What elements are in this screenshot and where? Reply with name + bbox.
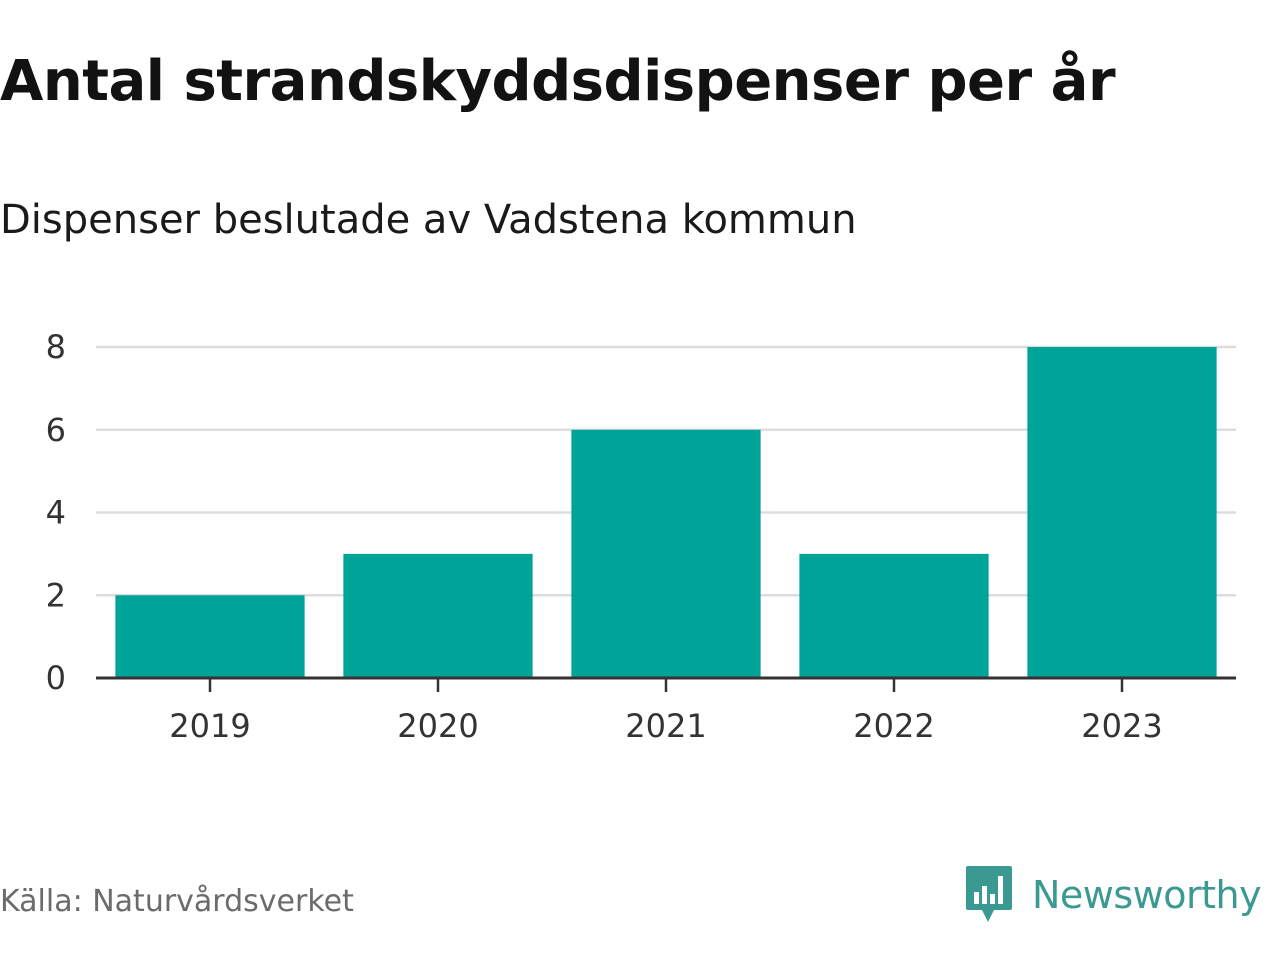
chart-title: Antal strandskyddsdispenser per år (0, 49, 1116, 114)
bars (115, 347, 1217, 678)
brand-logo: Newsworthy (964, 864, 1262, 926)
x-tick-label: 2020 (397, 707, 478, 745)
x-axis-labels: 2019 2020 2021 2022 2023 (169, 707, 1162, 745)
y-tick-label: 2 (46, 576, 66, 614)
source-note: Källa: Naturvårdsverket (0, 884, 354, 919)
x-tick-label: 2019 (169, 707, 250, 745)
x-tick-label: 2023 (1081, 707, 1162, 745)
y-axis-labels: 0 2 4 6 8 (46, 328, 66, 697)
y-tick-label: 0 (46, 659, 66, 697)
x-tick-label: 2022 (853, 707, 934, 745)
y-tick-label: 6 (46, 411, 66, 449)
bar-2021 (571, 429, 761, 678)
bar-chart: 0 2 4 6 8 2019 2020 2021 2022 2023 (46, 328, 1236, 745)
x-axis (96, 676, 1236, 692)
newsworthy-logo-icon (966, 866, 1012, 922)
bar-2019 (115, 595, 305, 678)
brand-name: Newsworthy (1032, 873, 1262, 917)
y-tick-label: 8 (46, 328, 66, 366)
chart-subtitle: Dispenser beslutade av Vadstena kommun (0, 197, 857, 243)
x-tick-label: 2021 (625, 707, 706, 745)
bar-2020 (343, 553, 533, 678)
y-tick-label: 4 (46, 494, 66, 532)
bar-2022 (799, 553, 989, 678)
bar-2023 (1027, 347, 1217, 678)
